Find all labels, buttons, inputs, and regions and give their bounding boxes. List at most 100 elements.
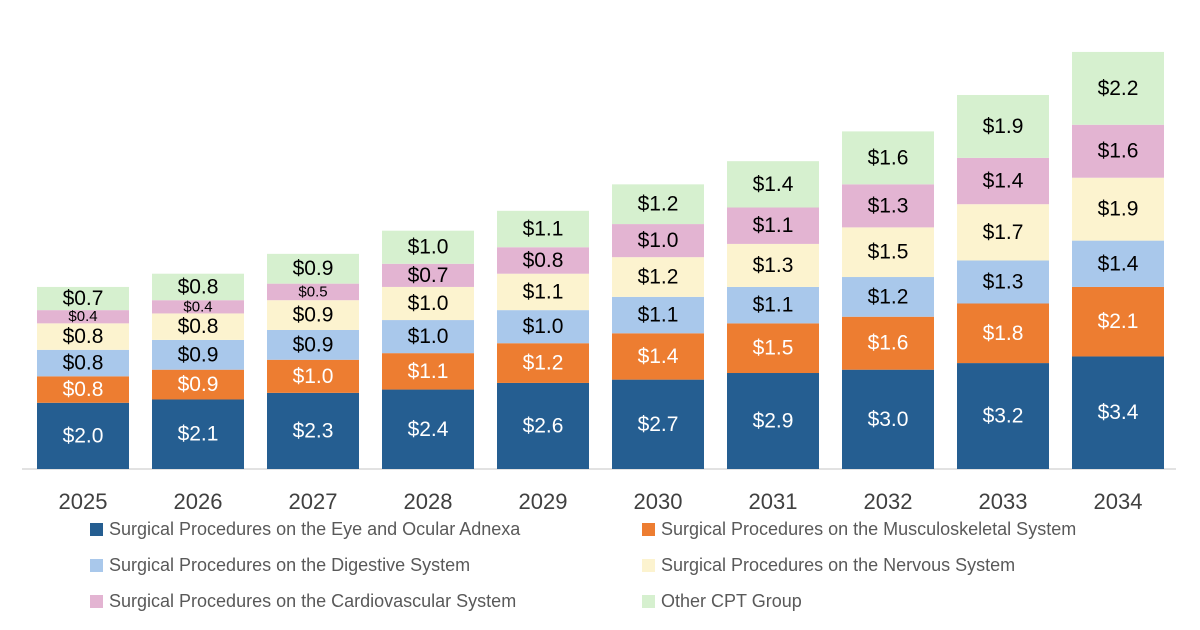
data-label: $1.1 xyxy=(523,218,564,241)
data-label: $2.1 xyxy=(1098,310,1139,333)
bar-segment xyxy=(497,382,589,469)
x-tick-label: 2033 xyxy=(979,489,1028,514)
bar-segment xyxy=(1072,124,1164,178)
data-label: $0.7 xyxy=(408,264,449,287)
x-tick-label: 2028 xyxy=(404,489,453,514)
data-label: $1.0 xyxy=(408,236,449,259)
bar-segment xyxy=(267,253,359,284)
data-label: $1.8 xyxy=(983,322,1024,345)
bar-segment xyxy=(727,286,819,324)
bar-segment xyxy=(1072,51,1164,125)
bar-segment xyxy=(1072,177,1164,241)
x-tick-labels: 2025 2026 2027 2028 2029 2030 2031 2032 2033 2034 xyxy=(59,489,1143,514)
data-label: $1.4 xyxy=(638,345,679,368)
data-label: $2.0 xyxy=(63,424,104,447)
data-label: $1.9 xyxy=(983,115,1024,138)
bar-segment xyxy=(842,227,934,278)
data-label: $0.8 xyxy=(523,249,564,272)
data-label: $1.0 xyxy=(408,292,449,315)
data-label: $1.4 xyxy=(983,170,1024,193)
bar-segment xyxy=(37,286,129,311)
data-label: $1.0 xyxy=(523,315,564,338)
x-tick-label: 2032 xyxy=(864,489,913,514)
bar-segment xyxy=(842,184,934,228)
bar-segment xyxy=(842,316,934,370)
bar-segment xyxy=(957,157,1049,205)
data-label: $1.9 xyxy=(1098,198,1139,221)
data-label: $1.5 xyxy=(753,337,794,360)
data-label: $1.2 xyxy=(638,193,679,216)
x-tick-label: 2034 xyxy=(1094,489,1143,514)
bars-group: $2.0$0.8$0.8$0.8$0.4$0.7$2.1$0.9$0.9$0.8… xyxy=(37,51,1164,469)
bar-segment xyxy=(612,333,704,380)
legend-label: Surgical Procedures on the Musculoskelet… xyxy=(661,518,1077,539)
data-label: $0.9 xyxy=(178,343,219,366)
bar-segment xyxy=(382,389,474,469)
data-label: $1.1 xyxy=(408,360,449,383)
bar-segment xyxy=(152,399,244,469)
bar-segment xyxy=(152,369,244,400)
bar-segment xyxy=(612,224,704,258)
data-label: $0.9 xyxy=(178,373,219,396)
x-tick-label: 2030 xyxy=(634,489,683,514)
bar-segment xyxy=(497,310,589,344)
data-label: $1.3 xyxy=(983,270,1024,293)
legend-item: Other CPT Group xyxy=(642,590,1190,612)
data-label: $2.4 xyxy=(408,418,449,441)
data-label: $1.3 xyxy=(868,194,909,217)
bar-segment xyxy=(497,273,589,311)
legend-label: Surgical Procedures on the Cardiovascula… xyxy=(109,590,517,611)
data-label: $1.6 xyxy=(868,332,909,355)
data-label: $1.6 xyxy=(1098,140,1139,163)
bar-segment xyxy=(1072,286,1164,357)
data-label: $1.5 xyxy=(868,241,909,264)
bar-segment xyxy=(37,349,129,377)
legend-item: Surgical Procedures on the Eye and Ocula… xyxy=(90,518,642,540)
bar-segment xyxy=(1072,356,1164,469)
bar-segment xyxy=(727,207,819,244)
data-label: $2.6 xyxy=(523,414,564,437)
bar-segment xyxy=(612,379,704,469)
bar-segment xyxy=(267,300,359,330)
data-label: $0.8 xyxy=(63,378,104,401)
bar-segment xyxy=(612,184,704,225)
bar-segment xyxy=(1072,240,1164,287)
bar-segment xyxy=(382,353,474,390)
legend-item: Surgical Procedures on the Nervous Syste… xyxy=(642,554,1190,576)
data-label: $0.8 xyxy=(63,352,104,375)
data-label: $3.0 xyxy=(868,408,909,431)
bar-segment xyxy=(842,131,934,185)
legend-label: Surgical Procedures on the Eye and Ocula… xyxy=(109,518,521,539)
data-label: $0.4 xyxy=(68,308,97,325)
data-label: $3.4 xyxy=(1098,401,1139,424)
bar-segment xyxy=(957,204,1049,261)
data-label: $1.1 xyxy=(753,214,794,237)
legend-label: Surgical Procedures on the Nervous Syste… xyxy=(661,554,1016,575)
bar-segment xyxy=(382,286,474,321)
bar-segment xyxy=(497,343,589,383)
x-tick-label: 2026 xyxy=(174,489,223,514)
legend-swatch xyxy=(642,558,655,572)
x-tick-label: 2025 xyxy=(59,489,108,514)
bar-segment xyxy=(152,313,244,340)
bar-segment xyxy=(267,392,359,469)
bar-segment xyxy=(727,161,819,208)
bar-segment xyxy=(152,273,244,301)
bar-segment xyxy=(37,402,129,469)
data-label: $0.9 xyxy=(293,304,334,327)
bar-segment xyxy=(727,243,819,287)
bar-segment xyxy=(497,247,589,274)
data-label: $2.9 xyxy=(753,410,794,433)
bar-segment xyxy=(37,323,129,350)
bar-segment xyxy=(957,94,1049,158)
data-label: $1.0 xyxy=(293,365,334,388)
legend-swatch xyxy=(642,522,655,536)
data-label: $1.2 xyxy=(523,352,564,375)
x-tick-label: 2027 xyxy=(289,489,338,514)
bar-segment xyxy=(37,376,129,403)
data-label: $1.4 xyxy=(1098,252,1139,275)
data-label: $1.4 xyxy=(753,173,794,196)
data-label: $1.7 xyxy=(983,221,1024,244)
bar-segment xyxy=(957,260,1049,304)
